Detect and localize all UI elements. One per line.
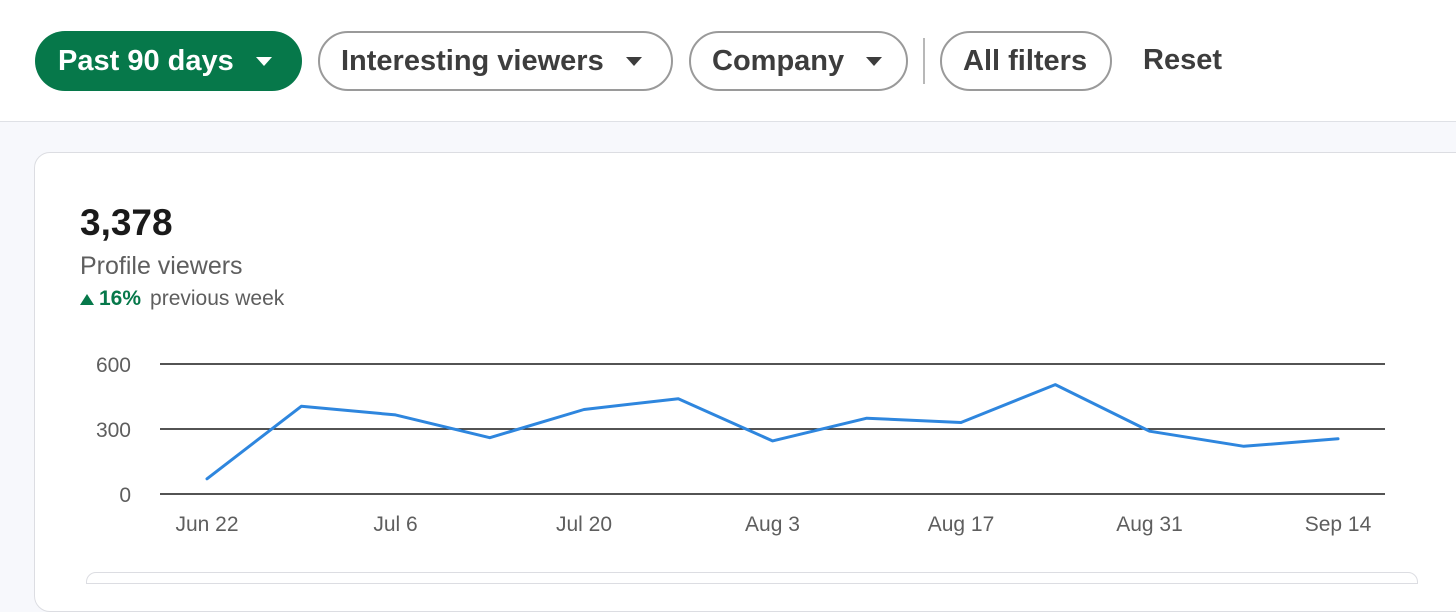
y-tick-label: 0	[119, 484, 131, 507]
x-tick-label: Aug 3	[745, 513, 800, 536]
triangle-up-icon	[80, 293, 94, 305]
data-point[interactable]	[672, 393, 684, 405]
data-point[interactable]	[484, 432, 496, 444]
interesting-viewers-label: Interesting viewers	[341, 44, 604, 77]
change-suffix: previous week	[150, 287, 285, 310]
chart-y-ticks: 600 300 0	[96, 354, 131, 507]
data-point[interactable]	[861, 412, 873, 424]
data-point[interactable]	[295, 400, 307, 412]
series-line	[205, 383, 1340, 481]
y-tick-label: 600	[96, 354, 131, 377]
all-filters-button[interactable]: All filters	[940, 31, 1112, 91]
chart-gridlines	[160, 363, 1385, 495]
data-point[interactable]	[767, 435, 779, 447]
weekly-change: 16% previous week	[80, 287, 284, 311]
profile-viewers-label: Profile viewers	[80, 252, 243, 280]
x-tick-label: Aug 31	[1116, 513, 1183, 536]
x-tick-label: Sep 14	[1305, 513, 1372, 536]
all-filters-label: All filters	[963, 44, 1088, 77]
filter-bar: Past 90 days Interesting viewers Company…	[0, 0, 1456, 122]
data-point[interactable]	[1049, 379, 1061, 391]
company-filter-button[interactable]: Company	[689, 31, 908, 91]
profile-viewers-count: 3,378	[80, 202, 173, 243]
data-point[interactable]	[578, 404, 590, 416]
company-label: Company	[712, 44, 845, 77]
x-tick-label: Aug 17	[928, 513, 995, 536]
chart-series	[201, 379, 1344, 485]
data-point[interactable]	[390, 409, 402, 421]
caret-down-icon	[625, 56, 642, 66]
data-point[interactable]	[1238, 440, 1250, 452]
next-card-edge	[86, 572, 1418, 584]
time-range-label: Past 90 days	[58, 44, 234, 77]
interesting-viewers-filter-button[interactable]: Interesting viewers	[318, 31, 673, 91]
caret-down-icon	[255, 56, 272, 66]
x-tick-label: Jul 6	[373, 513, 417, 536]
caret-down-icon	[866, 56, 883, 66]
profile-viewers-chart: 600 300 0 Jun 22 Jul 6 Jul 20 Aug 3 Aug 17 Aug …	[96, 354, 1385, 536]
reset-button[interactable]: Reset	[1143, 44, 1222, 76]
data-point[interactable]	[201, 473, 213, 485]
data-point[interactable]	[1144, 425, 1156, 437]
x-tick-label: Jun 22	[175, 513, 238, 536]
data-point[interactable]	[955, 417, 967, 429]
change-percent: 16%	[99, 287, 142, 310]
data-point[interactable]	[1332, 433, 1344, 445]
y-tick-label: 300	[96, 419, 131, 442]
profile-viewers-card	[34, 152, 1456, 612]
filter-divider	[923, 38, 925, 84]
chart-x-ticks: Jun 22 Jul 6 Jul 20 Aug 3 Aug 17 Aug 31 Sep 14	[175, 513, 1371, 536]
time-range-filter-button[interactable]: Past 90 days	[35, 31, 302, 91]
x-tick-label: Jul 20	[556, 513, 612, 536]
